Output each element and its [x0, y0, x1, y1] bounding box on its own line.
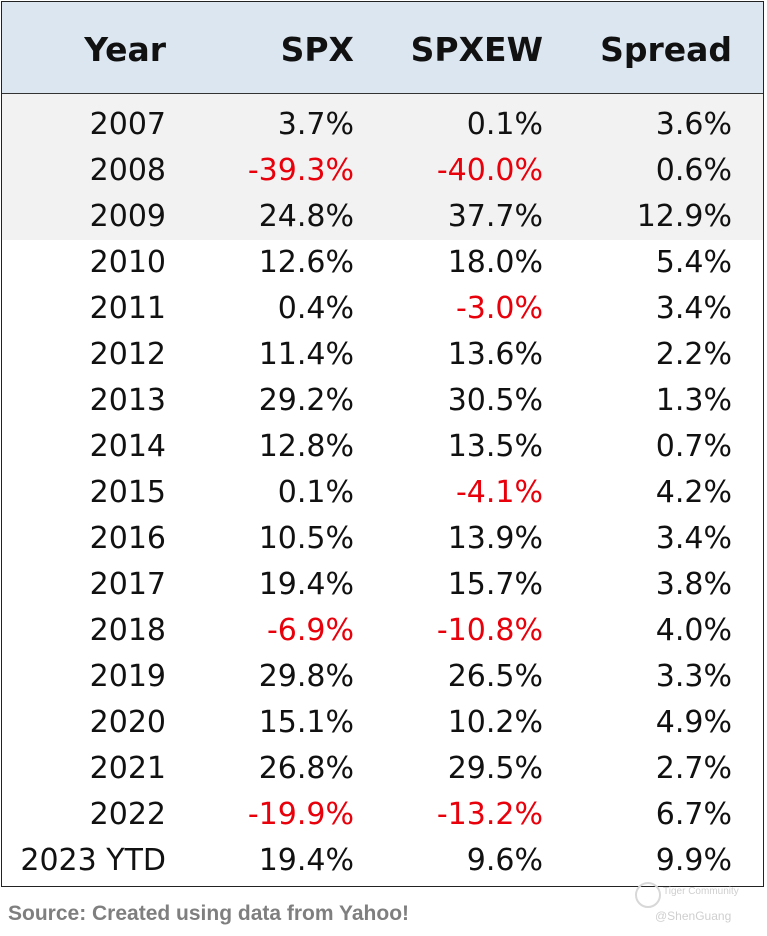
header-spxew: SPXEW — [410, 30, 543, 69]
watermark-brand: Tiger Community — [663, 886, 739, 897]
watermark-logo-icon — [635, 882, 661, 908]
cell-year: 2017 — [89, 567, 166, 602]
cell-spxew: -4.1% — [455, 475, 543, 510]
cell-spx: 29.8% — [258, 659, 354, 694]
cell-spx: 29.2% — [258, 383, 354, 418]
cell-spx: 26.8% — [258, 751, 354, 786]
cell-spread: 5.4% — [655, 245, 732, 280]
cell-spxew: -40.0% — [436, 153, 543, 188]
cell-year: 2012 — [89, 337, 166, 372]
cell-spxew: 15.7% — [447, 567, 543, 602]
table-row: 2014 12.8% 13.5% 0.7% — [2, 424, 763, 470]
cell-year: 2010 — [89, 245, 166, 280]
cell-spx: 3.7% — [277, 107, 354, 142]
cell-spread: 2.2% — [655, 337, 732, 372]
header-spread: Spread — [600, 30, 732, 69]
cell-year: 2022 — [89, 797, 166, 832]
watermark-handle: @ShenGuang — [655, 909, 732, 923]
cell-spxew: 37.7% — [447, 199, 543, 234]
table-row: 2007 3.7% 0.1% 3.6% — [2, 102, 763, 148]
cell-spxew: 26.5% — [447, 659, 543, 694]
cell-spx: 15.1% — [258, 705, 354, 740]
table-row: 2017 19.4% 15.7% 3.8% — [2, 562, 763, 608]
cell-spread: 4.9% — [655, 705, 732, 740]
cell-year: 2014 — [89, 429, 166, 464]
cell-spread: 3.8% — [655, 567, 732, 602]
table-row: 2023 YTD 19.4% 9.6% 9.9% — [2, 838, 763, 884]
cell-spxew: 13.9% — [447, 521, 543, 556]
cell-spxew: 18.0% — [447, 245, 543, 280]
table-row: 2013 29.2% 30.5% 1.3% — [2, 378, 763, 424]
cell-spx: 12.8% — [258, 429, 354, 464]
cell-spread: 0.6% — [655, 153, 732, 188]
cell-spread: 3.4% — [655, 291, 732, 326]
cell-spxew: 30.5% — [447, 383, 543, 418]
table-row: 2011 0.4% -3.0% 3.4% — [2, 286, 763, 332]
table-row: 2022 -19.9% -13.2% 6.7% — [2, 792, 763, 838]
cell-spxew: 0.1% — [466, 107, 543, 142]
cell-year: 2016 — [89, 521, 166, 556]
table-row: 2018 -6.9% -10.8% 4.0% — [2, 608, 763, 654]
cell-spx: 0.1% — [277, 475, 354, 510]
cell-spx: 0.4% — [277, 291, 354, 326]
cell-year: 2009 — [89, 199, 166, 234]
cell-spread: 3.4% — [655, 521, 732, 556]
cell-spxew: 29.5% — [447, 751, 543, 786]
cell-spx: 24.8% — [258, 199, 354, 234]
table-row: 2009 24.8% 37.7% 12.9% — [2, 194, 763, 240]
table-row: 2012 11.4% 13.6% 2.2% — [2, 332, 763, 378]
cell-spx: 11.4% — [258, 337, 354, 372]
cell-year: 2020 — [89, 705, 166, 740]
cell-spx: -19.9% — [247, 797, 354, 832]
table-row: 2019 29.8% 26.5% 3.3% — [2, 654, 763, 700]
cell-spxew: 9.6% — [466, 843, 543, 878]
cell-spxew: -10.8% — [436, 613, 543, 648]
cell-spread: 9.9% — [655, 843, 732, 878]
cell-spx: 19.4% — [258, 567, 354, 602]
table-header: Year SPX SPXEW Spread — [2, 2, 763, 94]
cell-year: 2008 — [89, 153, 166, 188]
cell-spread: 12.9% — [636, 199, 732, 234]
cell-spread: 1.3% — [655, 383, 732, 418]
cell-year: 2015 — [89, 475, 166, 510]
cell-spxew: -3.0% — [455, 291, 543, 326]
table-row: 2020 15.1% 10.2% 4.9% — [2, 700, 763, 746]
cell-spread: 6.7% — [655, 797, 732, 832]
source-note: Source: Created using data from Yahoo! — [8, 902, 410, 925]
cell-spread: 0.7% — [655, 429, 732, 464]
cell-spxew: 10.2% — [447, 705, 543, 740]
highlight-band — [2, 94, 763, 240]
table-row: 2010 12.6% 18.0% 5.4% — [2, 240, 763, 286]
header-spx: SPX — [280, 30, 354, 69]
table-row: 2008 -39.3% -40.0% 0.6% — [2, 148, 763, 194]
cell-spxew: 13.5% — [447, 429, 543, 464]
table-row: 2015 0.1% -4.1% 4.2% — [2, 470, 763, 516]
cell-year: 2007 — [89, 107, 166, 142]
cell-spx: -39.3% — [247, 153, 354, 188]
header-year: Year — [84, 30, 166, 69]
cell-spread: 3.3% — [655, 659, 732, 694]
cell-spread: 4.0% — [655, 613, 732, 648]
cell-year: 2013 — [89, 383, 166, 418]
table-row: 2021 26.8% 29.5% 2.7% — [2, 746, 763, 792]
cell-spxew: -13.2% — [436, 797, 543, 832]
cell-spx: 19.4% — [258, 843, 354, 878]
cell-spxew: 13.6% — [447, 337, 543, 372]
cell-year: 2023 YTD — [20, 843, 166, 878]
cell-spx: -6.9% — [266, 613, 354, 648]
returns-table: Year SPX SPXEW Spread 2007 3.7% 0.1% 3.6% 20… — [1, 1, 764, 887]
cell-year: 2018 — [89, 613, 166, 648]
cell-spread: 3.6% — [655, 107, 732, 142]
cell-spread: 2.7% — [655, 751, 732, 786]
watermark: Tiger Community @ShenGuang — [633, 880, 753, 930]
cell-year: 2021 — [89, 751, 166, 786]
table-row: 2016 10.5% 13.9% 3.4% — [2, 516, 763, 562]
cell-spread: 4.2% — [655, 475, 732, 510]
cell-spx: 10.5% — [258, 521, 354, 556]
cell-year: 2019 — [89, 659, 166, 694]
cell-year: 2011 — [89, 291, 166, 326]
cell-spx: 12.6% — [258, 245, 354, 280]
